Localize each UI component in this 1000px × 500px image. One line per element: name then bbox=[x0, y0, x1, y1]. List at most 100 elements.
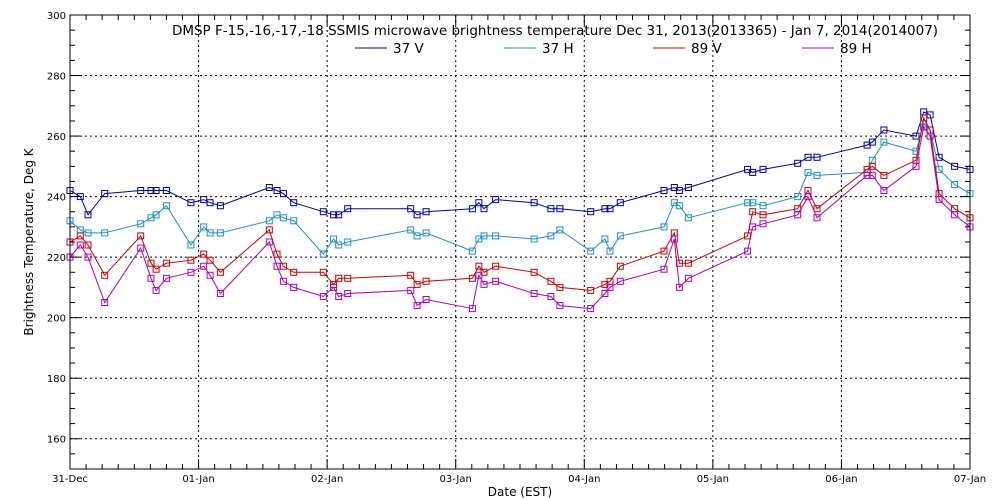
data-point bbox=[813, 153, 821, 161]
data-point bbox=[749, 199, 757, 207]
data-point bbox=[137, 244, 145, 252]
data-point bbox=[547, 232, 555, 240]
data-point bbox=[162, 259, 170, 267]
data-point bbox=[413, 211, 421, 219]
data-point bbox=[675, 187, 683, 194]
data-point bbox=[407, 286, 415, 294]
legend: 37 V 37 H 89 V 89 H bbox=[355, 41, 872, 57]
data-point bbox=[279, 190, 287, 198]
data-point bbox=[200, 250, 208, 258]
data-point bbox=[344, 290, 352, 297]
data-point bbox=[480, 205, 488, 213]
data-point bbox=[147, 259, 155, 267]
series-37-h bbox=[66, 120, 974, 258]
data-point bbox=[951, 162, 959, 170]
data-point bbox=[794, 193, 802, 201]
data-point bbox=[216, 229, 224, 237]
data-point bbox=[101, 190, 109, 198]
grid-lines bbox=[70, 15, 970, 469]
x-tick-label: 01-Jan bbox=[182, 474, 214, 485]
data-point bbox=[206, 229, 214, 237]
data-point bbox=[868, 171, 876, 179]
data-point bbox=[206, 271, 214, 279]
data-point bbox=[137, 187, 145, 194]
data-point bbox=[413, 302, 421, 310]
data-point bbox=[804, 168, 812, 176]
data-point bbox=[606, 283, 614, 291]
data-point bbox=[273, 262, 281, 270]
data-point bbox=[84, 229, 92, 237]
data-point bbox=[813, 205, 821, 213]
data-point bbox=[616, 277, 624, 285]
y-tick-label: 160 bbox=[47, 435, 66, 446]
data-point bbox=[675, 283, 683, 291]
data-point bbox=[480, 232, 488, 240]
data-point bbox=[290, 217, 298, 225]
data-point bbox=[660, 247, 668, 255]
data-point bbox=[759, 211, 767, 219]
y-tick-label: 200 bbox=[47, 314, 66, 325]
data-point bbox=[556, 226, 564, 234]
data-point bbox=[475, 271, 483, 279]
y-tick-label: 280 bbox=[47, 72, 66, 83]
data-point bbox=[492, 196, 500, 204]
data-point bbox=[587, 208, 595, 216]
data-point bbox=[660, 265, 668, 273]
data-point bbox=[606, 205, 614, 213]
x-axis-label: Date (EST) bbox=[488, 485, 552, 499]
data-point bbox=[413, 232, 421, 240]
data-point bbox=[475, 262, 483, 270]
y-tick-label: 220 bbox=[47, 253, 66, 264]
data-point bbox=[152, 265, 160, 273]
legend-label: 37 H bbox=[542, 41, 574, 57]
x-tick-label: 06-Jan bbox=[825, 474, 857, 485]
data-point bbox=[863, 171, 871, 179]
data-point bbox=[530, 290, 538, 297]
data-point bbox=[880, 138, 888, 146]
data-point bbox=[616, 199, 624, 207]
data-point bbox=[804, 193, 812, 201]
data-point bbox=[868, 162, 876, 170]
data-point bbox=[804, 153, 812, 161]
data-point bbox=[587, 286, 595, 294]
series-89-h bbox=[66, 123, 974, 313]
y-axis-label: Brightness Temperature, Deg K bbox=[22, 147, 36, 335]
data-point bbox=[616, 232, 624, 240]
data-point bbox=[912, 132, 920, 140]
data-point bbox=[330, 235, 338, 243]
data-point bbox=[147, 187, 155, 194]
tick-labels: 31-Dec 01-Jan 02-Jan 03-Jan 04-Jan 05-Jan 06-J… bbox=[47, 11, 986, 485]
data-point bbox=[319, 268, 327, 276]
y-tick-label: 240 bbox=[47, 193, 66, 204]
data-point bbox=[492, 277, 500, 285]
data-point bbox=[200, 223, 208, 231]
data-point bbox=[290, 199, 298, 207]
data-point bbox=[759, 220, 767, 228]
data-point bbox=[926, 132, 934, 140]
data-point bbox=[265, 184, 273, 191]
data-point bbox=[319, 250, 327, 258]
data-point bbox=[206, 199, 214, 207]
data-point bbox=[480, 280, 488, 288]
data-point bbox=[101, 299, 109, 306]
x-tick-label: 07-Jan bbox=[954, 474, 986, 485]
data-point bbox=[187, 268, 195, 276]
series-37-v bbox=[66, 108, 974, 219]
x-tick-label: 31-Dec bbox=[52, 474, 88, 485]
data-point bbox=[660, 187, 668, 194]
data-point bbox=[813, 171, 821, 179]
data-point bbox=[920, 123, 928, 131]
data-point bbox=[162, 187, 170, 194]
data-point bbox=[749, 168, 757, 176]
data-point bbox=[912, 162, 920, 170]
legend-label: 89 H bbox=[840, 41, 872, 57]
data-point bbox=[670, 235, 678, 243]
data-point bbox=[152, 211, 160, 219]
data-point bbox=[794, 211, 802, 219]
data-point bbox=[422, 296, 430, 303]
data-point bbox=[76, 241, 84, 249]
data-point bbox=[330, 283, 338, 291]
data-point bbox=[601, 205, 609, 213]
data-point bbox=[290, 268, 298, 276]
data-point bbox=[759, 165, 767, 173]
